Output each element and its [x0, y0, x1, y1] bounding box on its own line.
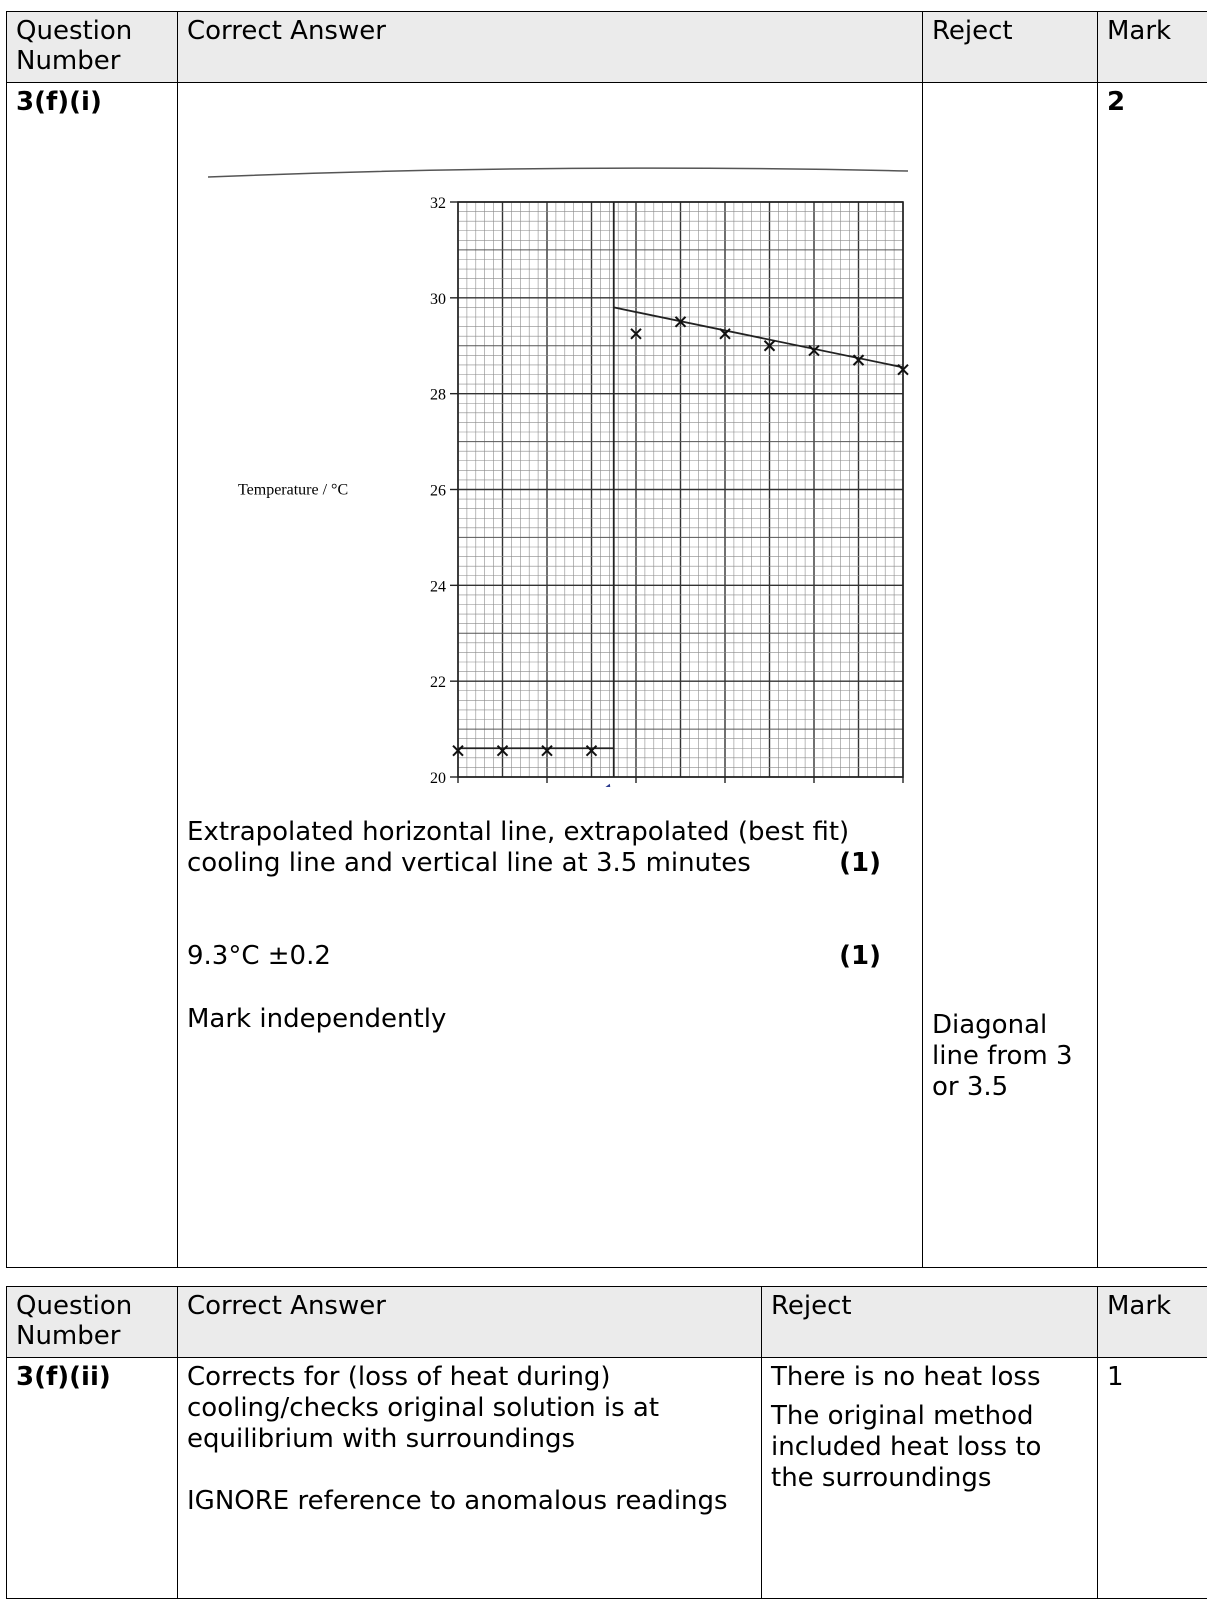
x-tick-label: 10: [895, 786, 911, 787]
correct-answer-cell: Corrects for (loss of heat during) cooli…: [177, 1357, 762, 1599]
data-point-cross: [630, 328, 642, 340]
mark-scheme-table-3fii: Question Number Correct Answer Reject Ma…: [6, 1286, 1207, 1599]
data-point-cross: [674, 316, 687, 328]
y-tick-label: 28: [430, 387, 446, 404]
mark-value: 1: [1097, 1357, 1207, 1599]
y-tick-label: 32: [430, 195, 446, 212]
answer-point-2-text: 9.3°C ±0.2: [187, 941, 331, 971]
annotation-arrow-head: [605, 783, 611, 787]
y-tick-label: 22: [430, 674, 446, 691]
table-header-row: Question Number Correct Answer Reject Ma…: [6, 1286, 1207, 1358]
x-tick-label: 4: [632, 786, 640, 787]
y-tick-label: 20: [430, 770, 446, 787]
mark-independently-note: Mark independently: [187, 1004, 447, 1034]
table-header-row: Question Number Correct Answer Reject Ma…: [6, 11, 1207, 83]
header-correct-answer: Correct Answer: [177, 1286, 762, 1358]
data-point-cross: [897, 364, 909, 376]
y-tick-label: 30: [430, 291, 446, 308]
header-reject: Reject: [922, 11, 1098, 83]
reject-text: Diagonal line from 3 or 3.5: [932, 1010, 1073, 1102]
data-point-cross: [496, 744, 509, 757]
answer-text-2: IGNORE reference to anomalous readings: [187, 1486, 728, 1516]
header-reject: Reject: [761, 1286, 1098, 1358]
x-tick-label: 8: [810, 786, 818, 787]
data-point-cross: [763, 340, 776, 352]
table-row: 3(f)(ii) Corrects for (loss of heat duri…: [6, 1357, 1207, 1599]
mark-scheme-table-3fi: Question Number Correct Answer Reject Ma…: [6, 11, 1207, 1268]
data-point-cross: [719, 328, 731, 340]
x-tick-label: 6: [721, 786, 729, 787]
data-point-cross: [852, 354, 865, 366]
page-edge-line: [207, 167, 909, 178]
header-question-number: Question Number: [6, 11, 178, 83]
answer-point-1-text: Extrapolated horizontal line, extrapolat…: [187, 817, 850, 878]
answer-text-1: Corrects for (loss of heat during) cooli…: [187, 1362, 660, 1454]
header-correct-answer: Correct Answer: [177, 11, 923, 83]
header-question-number: Question Number: [6, 1286, 178, 1358]
reject-cell: There is no heat loss The original metho…: [761, 1357, 1098, 1599]
answer-point-2-mark: (1): [839, 941, 881, 971]
data-point-cross: [585, 744, 598, 757]
y-tick-label: 24: [430, 578, 446, 595]
mark-value: 2: [1097, 82, 1207, 1268]
data-point-cross: [808, 344, 820, 357]
header-mark: Mark: [1097, 1286, 1207, 1358]
data-point-cross: [541, 744, 553, 757]
graph-svg: 202224262830320246810Temperature / °CTim…: [207, 167, 911, 787]
y-axis-label: Temperature / °C: [238, 482, 348, 499]
correct-answer-cell: 202224262830320246810Temperature / °CTim…: [177, 82, 923, 1268]
x-tick-label: 2: [543, 786, 551, 787]
header-mark: Mark: [1097, 11, 1207, 83]
data-point-cross: [452, 744, 464, 757]
answer-point-1-mark: (1): [839, 848, 881, 878]
table-row: 3(f)(i) 202224262830320246810Temperature…: [6, 82, 1207, 1268]
reject-cell: Diagonal line from 3 or 3.5: [922, 82, 1098, 1268]
y-tick-label: 26: [430, 483, 446, 500]
reject-text-1: There is no heat loss: [771, 1362, 1041, 1392]
x-tick-label: 0: [454, 786, 462, 787]
answer-point-1: Extrapolated horizontal line, extrapolat…: [187, 817, 887, 879]
temperature-time-graph: 202224262830320246810Temperature / °CTim…: [178, 87, 918, 787]
reject-text-2: The original method included heat loss t…: [771, 1401, 1042, 1493]
answer-point-2: 9.3°C ±0.2 (1): [187, 941, 887, 972]
annotation-arrow-line: [606, 784, 610, 787]
question-number: 3(f)(ii): [6, 1357, 178, 1599]
question-number: 3(f)(i): [6, 82, 178, 1268]
